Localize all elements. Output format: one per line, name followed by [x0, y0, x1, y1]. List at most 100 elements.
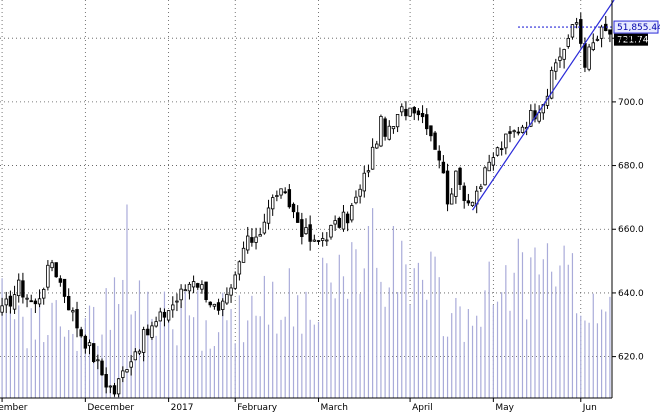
candle-body — [187, 283, 192, 292]
y-tick-label: 620.0 — [618, 353, 644, 363]
candle-body — [562, 49, 566, 60]
candle-body — [162, 311, 167, 318]
candle-body — [275, 195, 279, 197]
candle-body — [154, 321, 158, 327]
price-candles — [0, 12, 612, 398]
candle-body — [241, 247, 246, 263]
candle-body — [212, 303, 217, 307]
candle-body — [591, 42, 595, 50]
candle-body — [341, 211, 346, 230]
candle-body — [366, 170, 371, 173]
candle-body — [229, 287, 233, 296]
candle-body — [429, 125, 433, 137]
candle-body — [254, 236, 258, 243]
candle-body — [358, 188, 362, 197]
y-tick-label: 720.0 — [618, 34, 644, 44]
candle-body — [116, 378, 121, 395]
candle-body — [208, 301, 212, 306]
candle-body — [137, 350, 142, 354]
candle-body — [58, 278, 63, 283]
candle-body — [395, 114, 400, 128]
candle-body — [470, 201, 475, 207]
y-tick-label: 660.0 — [618, 225, 644, 235]
candle-body — [316, 240, 321, 242]
candle-body — [454, 170, 458, 197]
candle-body — [287, 189, 292, 208]
candle-body — [370, 146, 375, 170]
candle-body — [295, 212, 300, 223]
candle-body — [337, 217, 342, 228]
candle-body — [437, 150, 441, 161]
candle-body — [379, 116, 383, 147]
candle-body — [574, 22, 579, 25]
candle-body — [54, 262, 58, 278]
candle-body — [270, 197, 275, 210]
candle-body — [17, 279, 21, 297]
candle-body — [225, 293, 229, 304]
candle-body — [121, 370, 125, 378]
candle-body — [50, 262, 54, 269]
candle-body — [25, 297, 29, 300]
candle-body — [246, 235, 250, 251]
candle-body — [595, 39, 600, 41]
candle-body — [416, 110, 421, 116]
last-price-tag-text: 721.74 — [617, 36, 649, 46]
candle-body — [587, 46, 591, 70]
candle-body — [375, 143, 379, 149]
candle-body — [291, 203, 296, 213]
last-price-tag: 721.74 — [614, 33, 649, 46]
candle-body — [46, 264, 50, 288]
x-tick-label: November — [0, 403, 28, 412]
trendline — [472, 0, 615, 211]
candle-body — [0, 305, 4, 313]
candle-body — [91, 343, 96, 362]
candle-body — [412, 107, 416, 114]
candle-body — [87, 342, 92, 347]
candle-body — [441, 161, 446, 174]
candle-body — [71, 310, 75, 313]
candle-body — [508, 131, 512, 134]
candle-body — [266, 207, 271, 224]
volume-value-tag-box — [613, 20, 659, 34]
candle-body — [221, 300, 225, 310]
candle-body — [462, 185, 466, 201]
candle-body — [158, 311, 162, 322]
x-tick-label: April — [412, 403, 433, 412]
candle-body — [96, 359, 100, 362]
volume-bars — [1, 204, 611, 398]
candle-body — [312, 239, 317, 242]
axes: 620.0 640.0 660.0 680.0 700.0 720.0 November De… — [0, 0, 644, 412]
candle-body — [479, 186, 483, 190]
candle-body — [112, 385, 117, 395]
candle-body — [495, 147, 500, 156]
candle-body — [491, 157, 496, 166]
x-tick-label: Jun — [582, 403, 597, 412]
x-tick-label: March — [320, 403, 347, 412]
candle-body — [512, 130, 516, 133]
candle-body — [183, 289, 187, 292]
candle-body — [466, 200, 471, 204]
candle-body — [191, 281, 196, 288]
candle-body — [483, 167, 487, 186]
candle-body — [387, 125, 391, 140]
candle-body — [171, 304, 175, 311]
candle-body — [66, 296, 71, 311]
candle-body — [383, 118, 387, 137]
candle-body — [175, 300, 179, 303]
candle-body — [520, 126, 525, 133]
candle-body — [329, 224, 333, 238]
candle-body — [196, 283, 200, 288]
candle-body — [450, 193, 454, 205]
candle-body — [583, 43, 587, 68]
candle-body — [37, 298, 42, 305]
candle-body — [104, 374, 108, 388]
trendline-layer: 51,855.44 721.74 — [472, 0, 660, 211]
candle-body — [29, 300, 33, 303]
candle-body — [150, 325, 154, 338]
candle-body — [504, 133, 508, 149]
candle-body — [579, 19, 583, 44]
x-tick-label: December — [87, 403, 134, 412]
candle-body — [146, 328, 150, 336]
x-tick-label: 2017 — [171, 403, 194, 412]
